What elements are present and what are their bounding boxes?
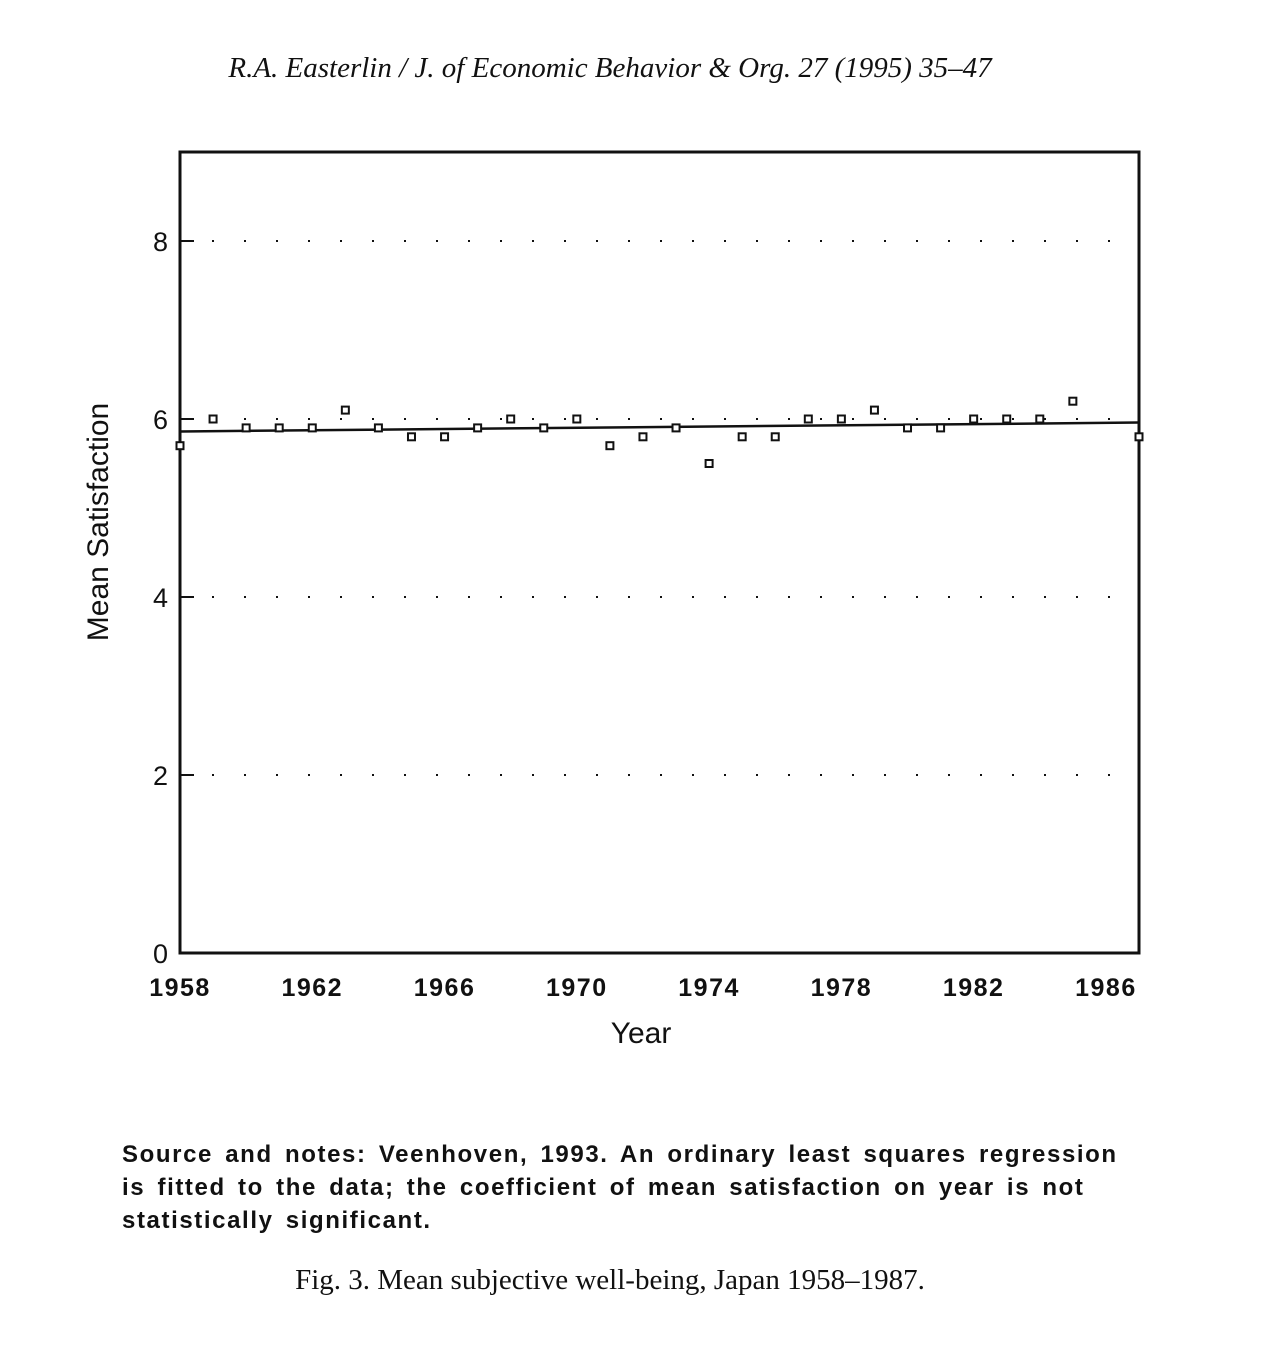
data-point-1964 <box>373 423 383 433</box>
data-point-1959 <box>208 414 218 424</box>
data-point-1980 <box>903 423 913 433</box>
x-tick-label-1974: 1974 <box>678 974 740 1002</box>
data-point-1961 <box>274 423 284 433</box>
x-axis-label: Year <box>611 1017 672 1050</box>
data-point-1981 <box>936 423 946 433</box>
data-point-1971 <box>605 441 615 451</box>
data-point-1975 <box>737 432 747 442</box>
data-points <box>175 396 1144 468</box>
x-tick-label-1982: 1982 <box>943 974 1005 1002</box>
x-tick-label-1958: 1958 <box>149 974 211 1002</box>
data-point-1982 <box>969 414 979 424</box>
data-point-1969 <box>539 423 549 433</box>
data-point-1976 <box>770 432 780 442</box>
data-point-1972 <box>638 432 648 442</box>
data-point-1963 <box>340 405 350 415</box>
data-point-1978 <box>836 414 846 424</box>
data-point-1967 <box>473 423 483 433</box>
running-head: R.A. Easterlin / J. of Economic Behavior… <box>228 52 992 84</box>
source-notes: Source and notes: Veenhoven, 1993. An or… <box>122 1141 1118 1234</box>
data-point-1983 <box>1002 414 1012 424</box>
data-point-1987 <box>1134 432 1144 442</box>
y-tick-label-4: 4 <box>153 583 168 613</box>
gridlines <box>180 240 1119 776</box>
y-axis-label: Mean Satisfaction <box>82 403 115 641</box>
regression-line <box>179 421 1140 433</box>
data-point-1960 <box>241 423 251 433</box>
x-axis-ticks: 1958 1962 1966 1970 1974 1978 1982 1986 <box>149 974 1137 1002</box>
x-tick-label-1962: 1962 <box>281 974 343 1002</box>
data-point-1985 <box>1068 396 1078 406</box>
y-tick-label-8: 8 <box>153 227 168 257</box>
y-tick-label-0: 0 <box>153 939 168 969</box>
x-tick-label-1966: 1966 <box>414 974 476 1002</box>
y-tick-label-6: 6 <box>153 405 168 435</box>
data-point-1970 <box>572 414 582 424</box>
plot-frame <box>178 150 1141 955</box>
data-point-1984 <box>1035 414 1045 424</box>
x-tick-label-1970: 1970 <box>546 974 608 1002</box>
scatter-chart: 0 2 4 6 8 1958 1962 1966 1970 1974 1978 1982 1986 Y… <box>82 150 1144 1050</box>
data-point-1973 <box>671 423 681 433</box>
data-point-1979 <box>869 405 879 415</box>
y-axis-ticks: 0 2 4 6 8 <box>153 227 194 969</box>
y-tick-label-2: 2 <box>153 761 168 791</box>
data-point-1968 <box>506 414 516 424</box>
data-point-1962 <box>307 423 317 433</box>
data-point-1958 <box>175 441 185 451</box>
data-point-1974 <box>704 459 714 468</box>
figure-caption: Fig. 3. Mean subjective well-being, Japa… <box>295 1264 925 1296</box>
data-point-1966 <box>440 432 450 442</box>
data-point-1965 <box>406 432 416 442</box>
x-tick-label-1986: 1986 <box>1075 974 1137 1002</box>
x-tick-label-1978: 1978 <box>811 974 873 1002</box>
data-point-1977 <box>803 414 813 424</box>
